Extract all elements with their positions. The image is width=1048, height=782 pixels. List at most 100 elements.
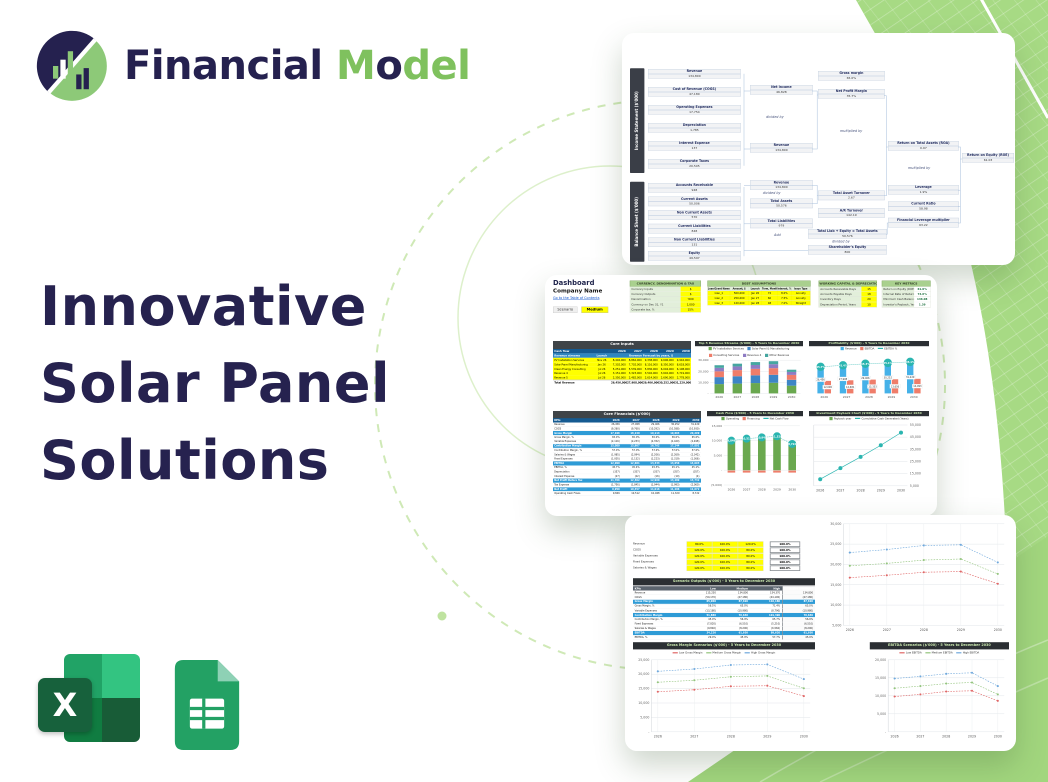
svg-text:2030: 2030 [788, 395, 796, 399]
svg-text:15,000: 15,000 [830, 583, 841, 587]
core-financials-header: Core Financials ($'000) [553, 411, 701, 420]
svg-text:30,252: 30,252 [884, 377, 893, 380]
chart-legend: Revenue EBITDA EBITDA % [809, 346, 929, 351]
table-row: Gross Margin 65,060 87,620 110,180 87,620 [633, 599, 816, 605]
gross-margin-scenarios-chart-legend: Low Gross Margin Medium Gross Margin High … [633, 650, 815, 656]
table-row: Operating Cash Flows 9,846 10,512 10,948 11,… [553, 491, 701, 496]
svg-text:20,000: 20,000 [698, 369, 709, 373]
table-row: Interest Expense (27) (22) (16) (10) (4) [553, 474, 701, 479]
svg-text:2028: 2028 [727, 734, 735, 738]
sensitivity-table: Revenue 80.0% 100.0% 120.0% 100.0% COGS 120.0%… [633, 541, 821, 571]
table-row: COGS (9,260) (9,768) (10,292) (10,588) (10,93… [553, 426, 701, 432]
headline-line-3: Solutions [40, 429, 330, 492]
table-row: Revenue 26,456 27,908 29,406 30,252 31,229 [553, 422, 701, 427]
table-row: loan_1 500,000 Jan 26 72 8.0% Annuity [707, 291, 811, 296]
revenue-scenario-chart: 30,000 25,000 20,000 15,000 10,000 5,000 2026 2… [825, 520, 1009, 634]
svg-text:26,456: 26,456 [816, 379, 825, 382]
svg-text:2026: 2026 [891, 734, 899, 738]
table-row: EBITDA, % 45.7% 45.4% 45.3% 45.1% 45.1% [553, 465, 701, 470]
chart-legend: Payback year Cumulative Cash Generated (Y… [809, 416, 929, 421]
screenshot-scenarios: Revenue 80.0% 100.0% 120.0% 100.0% COGS 120.0%… [625, 515, 1016, 751]
svg-text:8,722: 8,722 [788, 442, 796, 446]
table-row: Revenue 80.0% 100.0% 120.0% 100.0% [633, 541, 821, 547]
svg-text:5,000: 5,000 [877, 712, 886, 716]
svg-text:2029: 2029 [957, 628, 965, 632]
table-row: Denomination '000 [629, 297, 701, 303]
table-row: Internal Rate of Return (IRR), %74.6% [881, 291, 931, 297]
svg-text:-: - [885, 730, 886, 734]
flow-node: Net Income 46,828 [750, 85, 813, 95]
table-row: Variable Expenses (13,180) (10,980) (8,790)… [633, 608, 816, 614]
svg-text:2028: 2028 [865, 395, 873, 399]
svg-text:2027: 2027 [743, 487, 751, 491]
table-row: Depreciation (357) (357) (357) (357) (357) [553, 469, 701, 475]
table-row: EBITDA 12,090 12,681 13,333 13,656 14,093 [553, 461, 701, 466]
table-row: Inventory Days 20 [818, 297, 877, 303]
ebitda-scenarios-chart-legend: Low EBITDA Medium EBITDA High EBITDA [870, 650, 1009, 656]
table-row: Currency Outputs $ [629, 291, 701, 297]
table-row: Gross Margin, % 56.5% 65.0% 71.4% 65.0% [633, 604, 816, 609]
table-row: Contribution Margin, % 57.0% 57.0% 57.0% 57.… [553, 448, 701, 453]
core-inputs-table: Cash flow 2026 2027 2028 2029 2030 Revenue str… [553, 349, 691, 385]
operator-label: divided by [762, 191, 781, 196]
svg-text:10,000: 10,000 [698, 380, 709, 384]
svg-text:25,000: 25,000 [830, 542, 841, 546]
flow-node: Revenue 134,800 [750, 180, 813, 190]
svg-text:13,333: 13,333 [868, 385, 877, 388]
investment-payback-chart: Investment Payback Chart ($'000) - 5 Yea… [809, 411, 929, 494]
chart-legend: Low Gross Margin Medium Gross Margin High … [633, 650, 815, 655]
flow-node: Accounts Receivable 948 [648, 183, 741, 193]
table-row: Currency on Dec 31, Y1 1,000 [629, 302, 701, 308]
flow-node: Cost of Revenue (COGS) 47,180 [648, 87, 741, 97]
svg-text:10,948: 10,948 [757, 435, 767, 439]
table-row: Minimum Cash Balance 146.08 [881, 297, 931, 303]
headline-line-2: Solar Panel [40, 352, 391, 415]
core-inputs-header: Core Inputs [553, 341, 691, 350]
flow-node: Financial Leverage multiplier 63.22 [888, 217, 959, 228]
sheet-title: Dashboard [553, 279, 595, 287]
table-row: Contribution Margin 51,880 76,640 101,390 76… [633, 613, 816, 618]
flow-node: Interest Expense 137 [648, 141, 741, 151]
table-row: Net Profit 9,950 10,457 11,016 11,296 11,672 [553, 487, 701, 492]
brand-name: Financial Model [124, 43, 471, 89]
chart-legend: Low EBITDA Medium EBITDA High EBITDA [870, 650, 1009, 655]
scenario-outputs-table: KPIs Low Medium High Active (Medium) Revenue 1… [633, 586, 816, 640]
table-row: Contribution Margin 15,080 15,907 16,762 17,… [553, 444, 701, 449]
svg-text:2026: 2026 [728, 487, 736, 491]
working-capital-table: WORKING CAPITAL & DEPRECIATION Accounts R… [818, 280, 877, 308]
file-format-badges: X [38, 654, 246, 750]
scenario-outputs-header: Scenario Outputs ($'000) - 5 Years to De… [633, 578, 815, 586]
svg-text:2030: 2030 [800, 734, 808, 738]
toc-link[interactable]: Go to the Table of Contents [553, 296, 600, 301]
svg-text:45.4%: 45.4% [839, 363, 848, 367]
svg-text:2027: 2027 [916, 734, 924, 738]
svg-text:2028: 2028 [752, 395, 760, 399]
scenario-label: Scenario [553, 306, 578, 313]
gross-margin-scenarios-chart: 25,000 20,000 15,000 10,000 5,000 - 2026 2027 20… [633, 656, 815, 740]
svg-text:2029: 2029 [877, 488, 885, 492]
table-row: Variable Expenses 120.0% 100.0% 80.0% 100.0% [633, 553, 821, 559]
scenario-chip[interactable]: Medium [581, 306, 608, 313]
google-sheets-icon [174, 660, 240, 750]
flow-node: Leverage 1.9% [888, 185, 959, 195]
svg-text:45.3%: 45.3% [861, 362, 870, 366]
table-row: Gross Margin 17,196 18,140 19,114 19,664 20,2… [553, 431, 701, 436]
table-row: Accounts Payable Days 18 [818, 291, 877, 297]
svg-text:13,656: 13,656 [891, 385, 900, 388]
table-row: Fixed Expenses (1,005) (1,132) (1,223) (1,31… [553, 457, 701, 462]
svg-text:-: - [721, 468, 722, 472]
svg-text:2028: 2028 [942, 734, 950, 738]
svg-text:45,000: 45,000 [910, 435, 921, 439]
svg-text:25,000: 25,000 [910, 459, 921, 463]
svg-text:29,406: 29,406 [861, 377, 870, 380]
svg-text:11,329: 11,329 [772, 434, 782, 438]
svg-text:30,000: 30,000 [830, 522, 841, 526]
ebitda-scenarios-chart: 20,000 15,000 10,000 5,000 - 2026 2027 2028 2029… [870, 656, 1009, 740]
svg-text:35,000: 35,000 [910, 447, 921, 451]
svg-text:2027: 2027 [690, 734, 698, 738]
table-row: Revenue 4 Jul 26 3,151,000 3,323,000 3,502,0… [553, 371, 691, 376]
flow-node: Depreciation 1,785 [648, 123, 741, 133]
flow-node: Current Liabilities 848 [648, 223, 741, 234]
svg-text:20,000: 20,000 [638, 672, 649, 676]
